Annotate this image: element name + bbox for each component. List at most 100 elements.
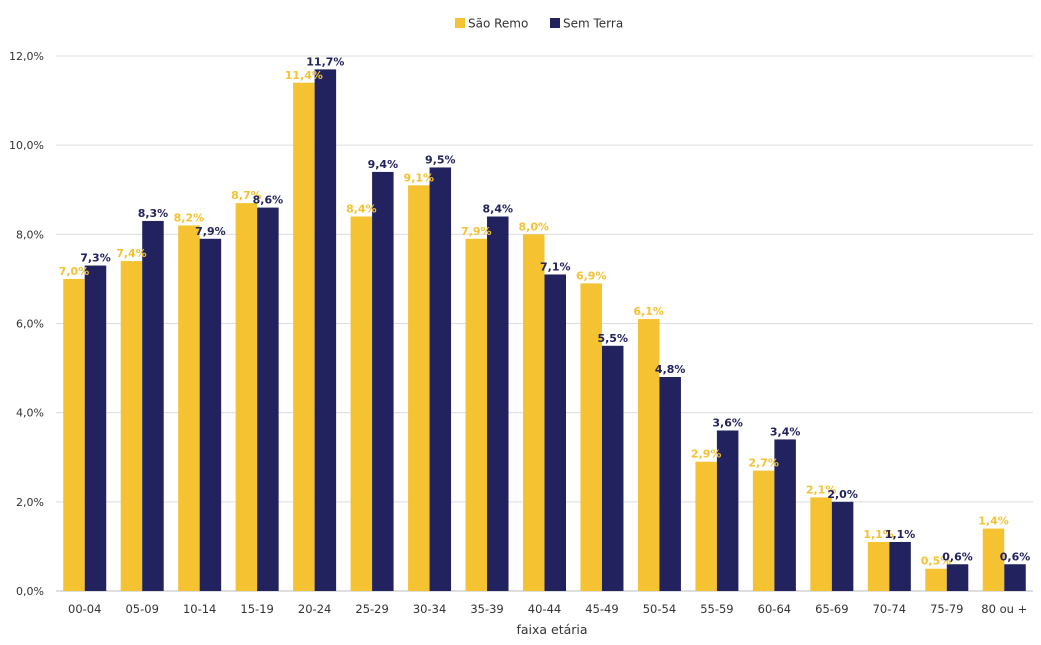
x-tick-label: 50-54 <box>643 602 676 616</box>
bar-sem-terra <box>946 564 969 591</box>
x-tick-label: 00-04 <box>68 602 101 616</box>
y-tick-label: 8,0% <box>16 228 44 241</box>
data-label: 7,3% <box>80 252 111 265</box>
data-label: 8,7% <box>231 189 262 202</box>
bar-sao-remo <box>235 203 258 591</box>
bar-sem-terra <box>774 439 796 591</box>
bar-sem-terra <box>1004 564 1026 591</box>
bar-sao-remo <box>580 283 602 591</box>
x-tick-label: 25-29 <box>355 602 388 616</box>
legend-swatch <box>455 18 465 28</box>
y-tick-label: 12,0% <box>9 50 44 63</box>
y-tick-label: 0,0% <box>16 585 44 598</box>
bar-sao-remo <box>408 185 430 591</box>
data-label: 2,7% <box>748 457 779 470</box>
data-label: 9,4% <box>368 158 399 171</box>
legend-swatch <box>550 18 560 28</box>
x-tick-label: 40-44 <box>528 602 561 616</box>
data-label: 0,6% <box>1000 550 1031 563</box>
data-label: 0,5% <box>921 555 952 568</box>
data-label: 7,0% <box>59 265 90 278</box>
data-label: 1,1% <box>885 528 916 541</box>
x-tick-label: 05-09 <box>125 602 158 616</box>
data-label: 8,2% <box>174 211 205 224</box>
x-tick-label: 80 ou + <box>981 602 1027 616</box>
legend: São Remo Sem Terra <box>455 17 623 31</box>
bar-sem-terra <box>142 220 164 592</box>
x-tick-label: 30-34 <box>413 602 446 616</box>
bar-sem-terra <box>429 167 452 592</box>
data-label: 3,6% <box>712 417 743 430</box>
bar-sao-remo <box>695 461 717 591</box>
data-label: 1,1% <box>863 528 894 541</box>
bar-sao-remo <box>637 319 660 591</box>
data-label: 7,9% <box>195 225 226 238</box>
bar-sem-terra <box>487 216 509 591</box>
data-label: 4,8% <box>655 363 686 376</box>
data-label: 0,6% <box>942 550 973 563</box>
bar-sem-terra <box>544 274 566 591</box>
data-label: 6,1% <box>633 305 664 318</box>
x-tick-label: 20-24 <box>298 602 331 616</box>
data-label: 7,1% <box>540 260 571 273</box>
bar-sao-remo <box>810 497 832 591</box>
x-tick-label: 45-49 <box>585 602 618 616</box>
bar-sem-terra <box>659 377 681 591</box>
y-tick-label: 2,0% <box>16 496 44 509</box>
data-label: 8,4% <box>346 203 377 216</box>
legend-label: Sem Terra <box>563 17 623 31</box>
data-label: 7,4% <box>116 247 147 260</box>
x-tick-label: 70-74 <box>873 602 906 616</box>
bar-sao-remo <box>178 225 200 591</box>
bar-sao-remo <box>982 528 1005 591</box>
legend-label: São Remo <box>468 17 528 31</box>
bar-sao-remo <box>293 82 315 591</box>
bar-sao-remo <box>465 238 488 591</box>
x-tick-label: 35-39 <box>470 602 503 616</box>
data-label: 2,9% <box>691 448 722 461</box>
x-tick-label: 15-19 <box>240 602 273 616</box>
y-tick-label: 4,0% <box>16 407 44 420</box>
data-label: 6,9% <box>576 269 607 282</box>
x-tick-label: 65-69 <box>815 602 848 616</box>
bar-sao-remo <box>925 568 947 591</box>
bar-sem-terra <box>831 501 854 591</box>
bar-sao-remo <box>752 470 775 591</box>
bar-sao-remo <box>867 541 890 591</box>
x-tick-label: 55-59 <box>700 602 733 616</box>
x-tick-label: 10-14 <box>183 602 216 616</box>
bar-sao-remo <box>350 216 373 591</box>
data-label: 11,7% <box>306 55 344 68</box>
bar-sao-remo <box>120 261 143 591</box>
data-label: 7,9% <box>461 225 492 238</box>
data-label: 2,1% <box>806 483 837 496</box>
y-axis-ticks: 0,0% 2,0% 4,0% 6,0% 8,0% 10,0% 12,0% <box>9 50 44 598</box>
bar-sem-terra <box>372 171 394 591</box>
data-label: 8,3% <box>138 207 169 220</box>
bar-sem-terra <box>314 69 337 591</box>
x-axis-ticks: 00-04 05-09 10-14 15-19 20-24 25-29 30-34 35-39… <box>68 602 1027 616</box>
x-tick-label: 60-64 <box>758 602 791 616</box>
data-label: 8,0% <box>518 220 549 233</box>
data-label: 5,5% <box>597 332 628 345</box>
bar-sao-remo <box>523 234 545 592</box>
y-tick-label: 10,0% <box>9 139 44 152</box>
bar-sem-terra <box>716 430 739 591</box>
data-label: 3,4% <box>770 425 801 438</box>
bar-sem-terra <box>257 207 279 592</box>
y-tick-label: 6,0% <box>16 318 44 331</box>
data-label: 9,1% <box>404 171 435 184</box>
data-label: 2,0% <box>827 488 858 501</box>
data-label: 8,4% <box>483 203 514 216</box>
bars <box>63 69 1026 592</box>
bar-sem-terra <box>889 541 911 591</box>
data-label: 11,4% <box>285 69 323 82</box>
bar-sem-terra <box>199 238 222 591</box>
data-label: 8,6% <box>253 194 284 207</box>
bar-sao-remo <box>63 278 85 591</box>
data-labels: 7,0% 7,4% 8,2% 8,7% 11,4% 8,4% 9,1% 7,9% 8,0% 6,9… <box>59 55 1031 567</box>
bar-sem-terra <box>601 345 624 591</box>
data-label: 1,4% <box>978 515 1009 528</box>
